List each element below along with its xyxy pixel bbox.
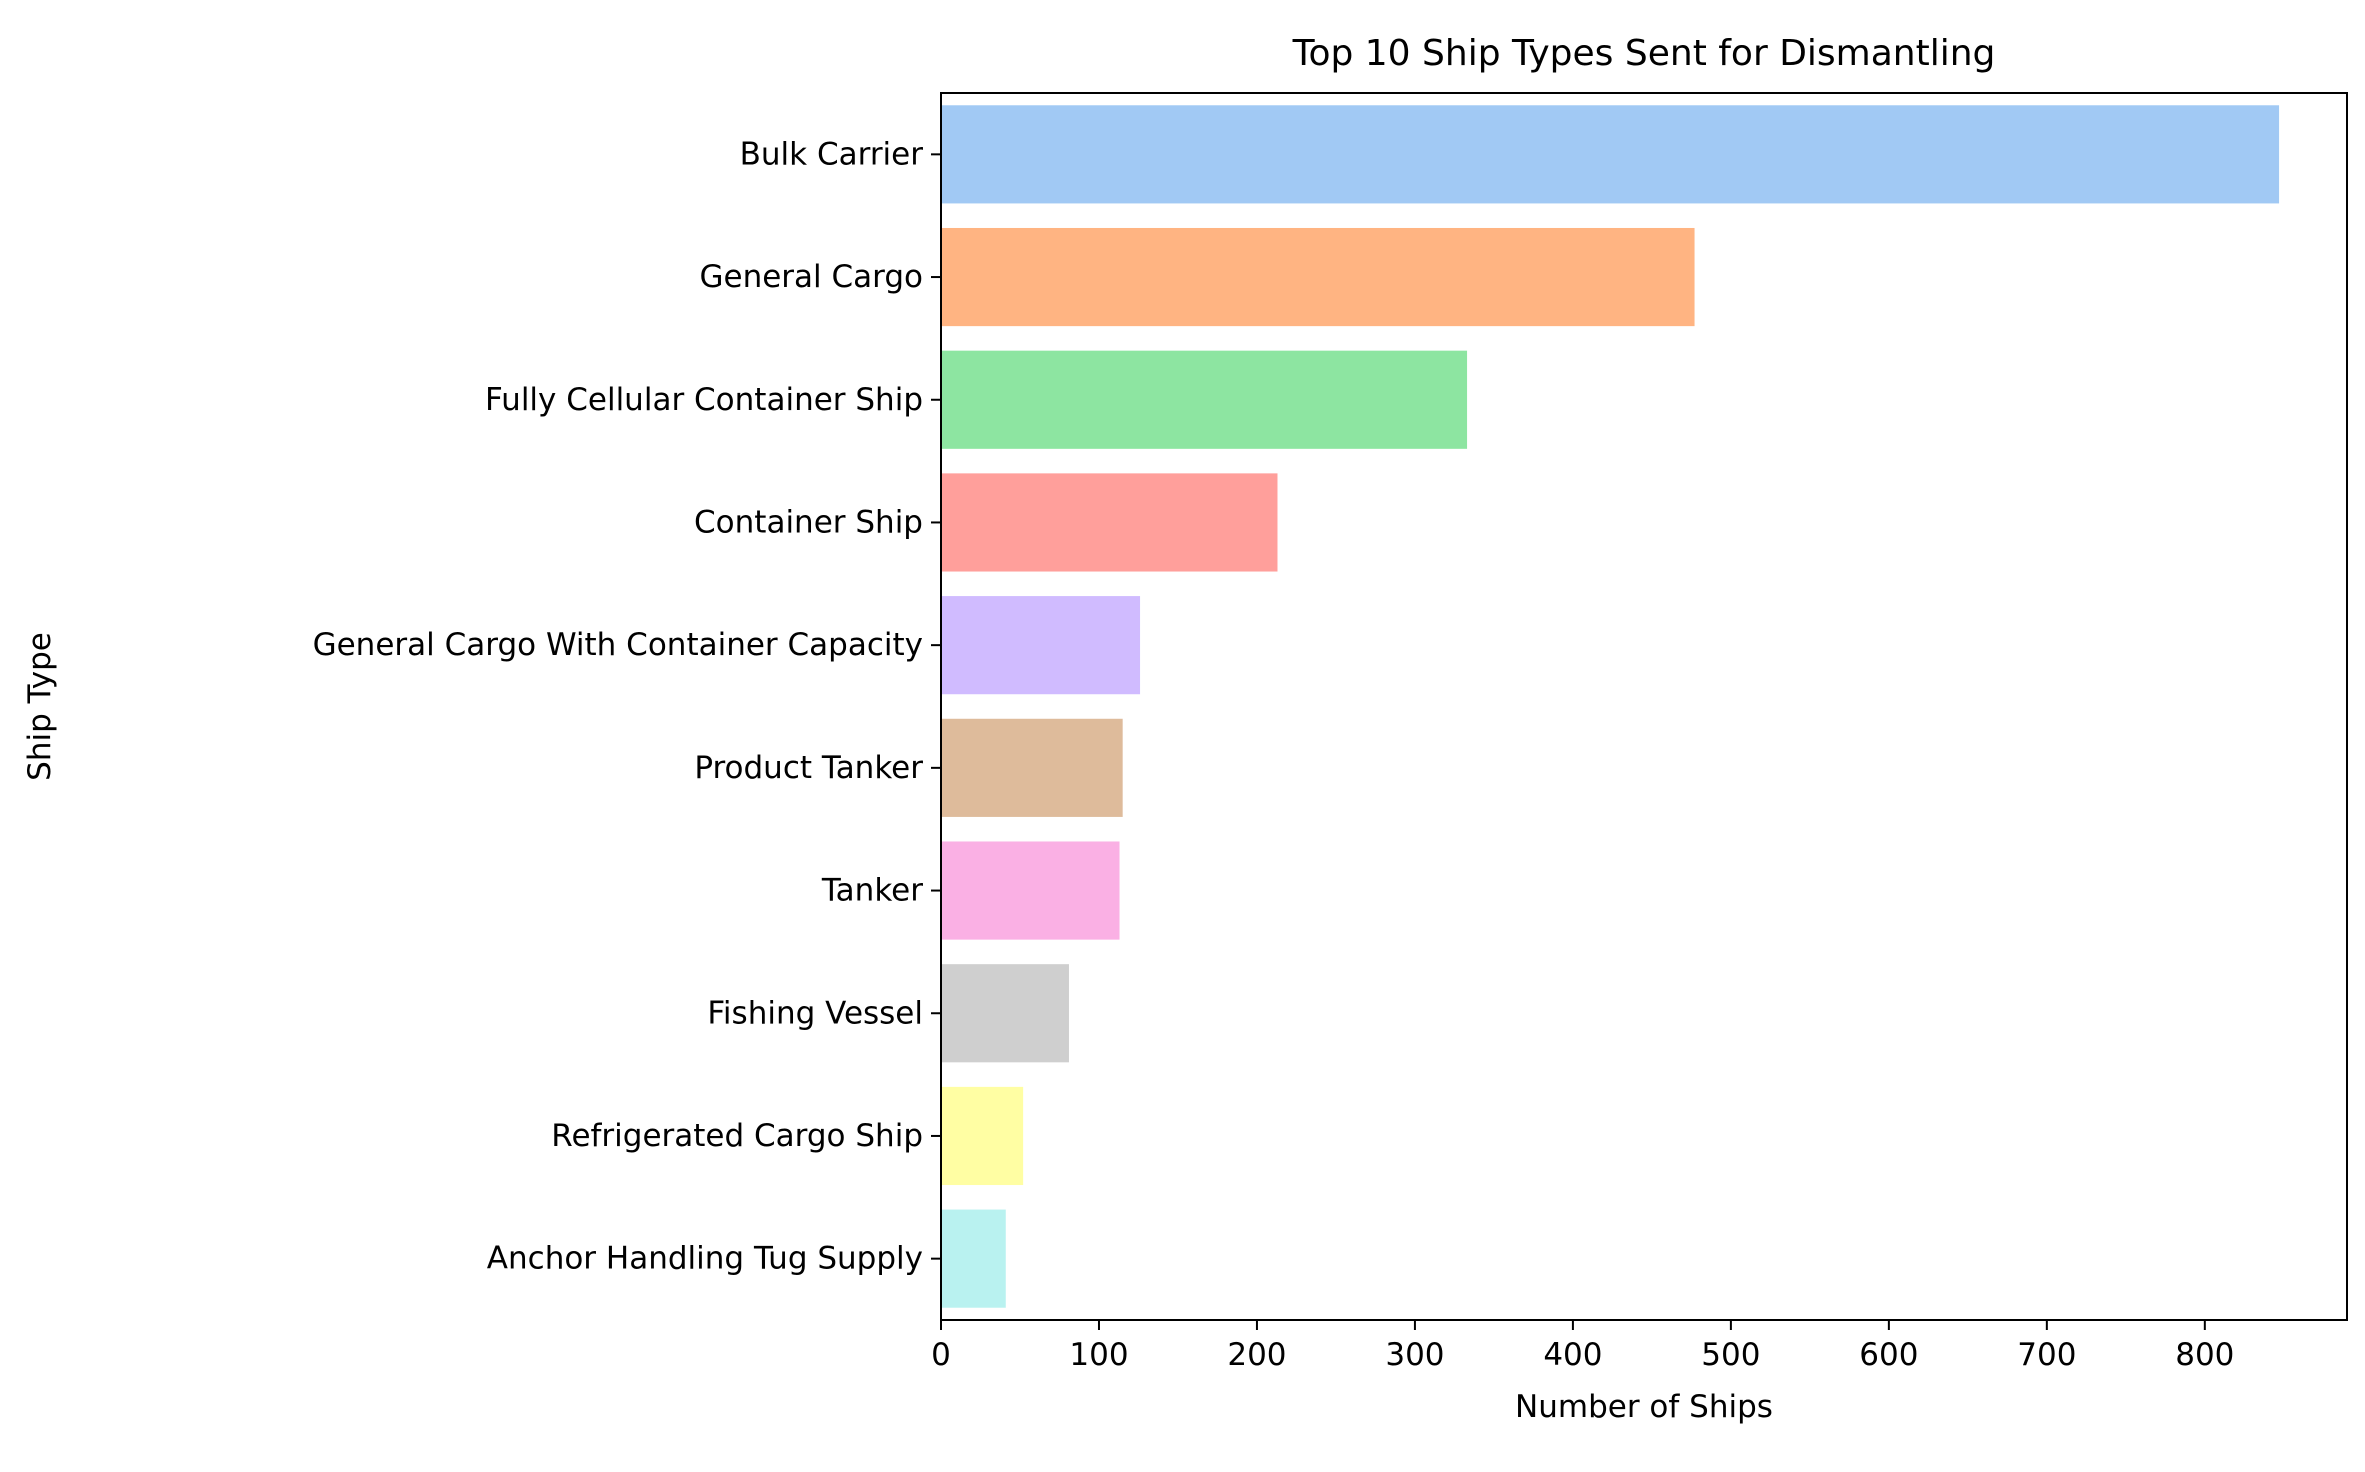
bar-4: [941, 596, 1141, 695]
bar-5: [941, 718, 1123, 817]
x-axis-label: Number of Ships: [1515, 1389, 1773, 1425]
bar-1: [941, 227, 1695, 327]
x-tick-label: 300: [1385, 1337, 1444, 1373]
y-tick-label: Bulk Carrier: [740, 136, 924, 172]
y-tick-label: Container Ship: [694, 504, 923, 540]
bar-8: [941, 1086, 1024, 1186]
bar-6: [941, 841, 1120, 940]
bar-0: [941, 105, 2280, 204]
bar-9: [941, 1209, 1006, 1308]
y-tick-label: General Cargo With Container Capacity: [313, 627, 923, 663]
y-tick-label: Tanker: [821, 873, 923, 909]
y-axis: Bulk Carrier General Cargo Fully Cellular …: [313, 136, 941, 1277]
x-tick-label: 0: [931, 1337, 951, 1373]
x-tick-label: 800: [2175, 1337, 2234, 1373]
bar-3: [941, 473, 1278, 572]
x-tick-label: 200: [1227, 1337, 1286, 1373]
x-tick-label: 100: [1069, 1337, 1128, 1373]
bars-layer: [941, 105, 2280, 1308]
bar-7: [941, 964, 1069, 1063]
x-tick-label: 400: [1543, 1337, 1602, 1373]
x-axis: 0 100 200 300 400 500 600 700 800: [931, 1320, 2234, 1373]
x-tick-label: 500: [1701, 1337, 1760, 1373]
y-tick-label: Fishing Vessel: [707, 995, 923, 1031]
y-axis-label: Ship Type: [22, 632, 58, 781]
bar-2: [941, 350, 1468, 449]
y-tick-label: Anchor Handling Tug Supply: [487, 1241, 923, 1277]
y-tick-label: Product Tanker: [694, 750, 923, 786]
x-tick-label: 700: [2017, 1337, 2076, 1373]
chart-title: Top 10 Ship Types Sent for Dismantling: [1292, 33, 1996, 74]
y-tick-label: General Cargo: [699, 259, 923, 295]
plot-frame: [940, 92, 2348, 1321]
y-tick-label: Fully Cellular Container Ship: [485, 382, 923, 418]
y-tick-label: Refrigerated Cargo Ship: [551, 1118, 923, 1154]
x-tick-label: 600: [1859, 1337, 1918, 1373]
